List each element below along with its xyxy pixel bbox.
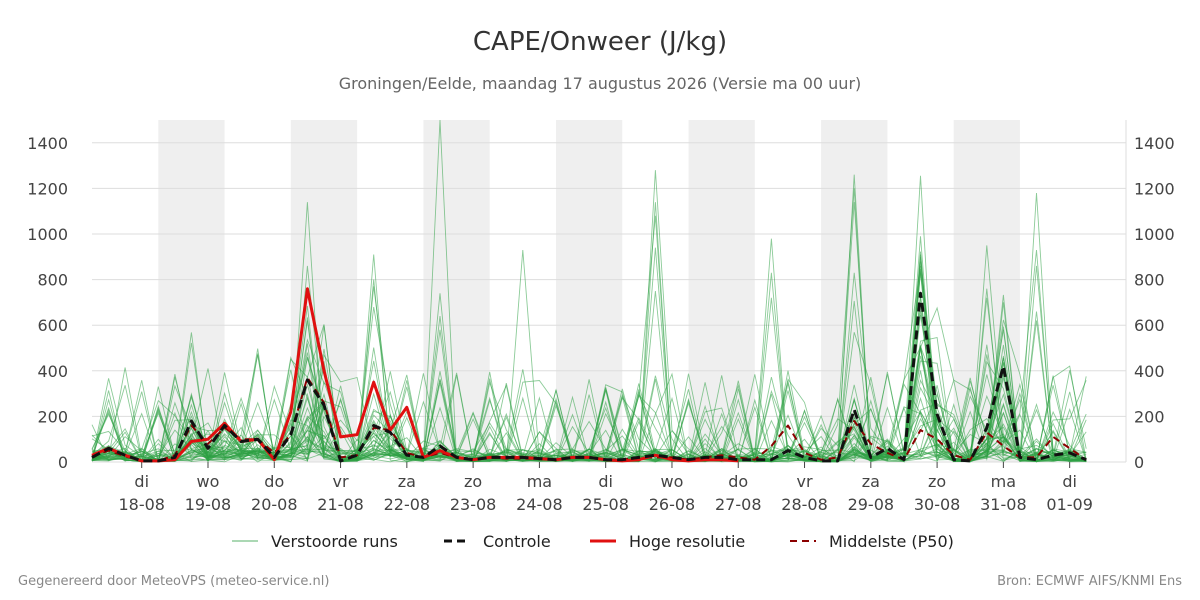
y-tick-label-right: 1200	[1134, 179, 1175, 198]
x-tick-day: ma	[991, 472, 1016, 491]
x-tick-date: 31-08	[980, 495, 1027, 514]
y-tick-label-right: 1400	[1134, 134, 1175, 153]
legend: Verstoorde runs Controle Hoge resolutie …	[232, 532, 954, 551]
ensemble-member-line	[91, 329, 1087, 463]
x-tick-date: 29-08	[848, 495, 895, 514]
y-tick-label: 1400	[27, 134, 68, 153]
legend-label-verstoorde: Verstoorde runs	[271, 532, 398, 551]
x-tick-date: 19-08	[185, 495, 232, 514]
series-line-controle	[91, 291, 1087, 463]
x-tick-day: za	[862, 472, 880, 491]
ensemble-member-line	[91, 202, 1087, 463]
x-tick-day: vr	[797, 472, 813, 491]
footer-right: Bron: ECMWF AIFS/KNMI Ens	[997, 574, 1182, 589]
main-series	[91, 287, 1087, 463]
x-tick-day: do	[264, 472, 284, 491]
y-axis-left: 0 200 400 600 800 1000 1200 1400	[27, 134, 68, 472]
y-tick-label-right: 800	[1134, 271, 1165, 290]
x-tick-date: 23-08	[450, 495, 497, 514]
x-tick-day: wo	[661, 472, 684, 491]
x-tick-day: di	[598, 472, 613, 491]
y-axis-right: 0 200 400 600 800 1000 1200 1400	[1134, 134, 1175, 472]
y-tick-label-right: 0	[1134, 453, 1144, 472]
y-tick-label-right: 200	[1134, 407, 1165, 426]
x-tick-day: za	[398, 472, 416, 491]
ensemble-member-line	[91, 192, 1087, 463]
y-tick-label-right: 1000	[1134, 225, 1175, 244]
y-tick-label: 600	[37, 316, 68, 335]
x-axis: di 18-08 wo 19-08 do 20-08 vr 21-08 za 22-08 zo 23-…	[118, 462, 1093, 514]
x-tick-date: 26-08	[649, 495, 696, 514]
x-tick-date: 01-09	[1046, 495, 1093, 514]
chart-subtitle: Groningen/Eelde, maandag 17 augustus 202…	[339, 74, 862, 93]
ensemble-member-line	[91, 174, 1087, 464]
y-tick-label: 1200	[27, 179, 68, 198]
series-line-hoge-resolutie	[91, 287, 739, 463]
x-tick-date: 27-08	[715, 495, 762, 514]
x-tick-date: 22-08	[384, 495, 431, 514]
y-tick-label: 400	[37, 362, 68, 381]
x-tick-day: di	[1062, 472, 1077, 491]
x-tick-date: 21-08	[317, 495, 364, 514]
footer-left: Gegenereerd door MeteoVPS (meteo-service…	[18, 574, 329, 589]
legend-label-p50: Middelste (P50)	[829, 532, 954, 551]
y-tick-label-right: 600	[1134, 316, 1165, 335]
x-tick-date: 28-08	[781, 495, 828, 514]
x-tick-day: ma	[527, 472, 552, 491]
x-tick-day: zo	[928, 472, 946, 491]
x-tick-date: 25-08	[582, 495, 629, 514]
x-tick-day: di	[134, 472, 149, 491]
x-tick-date: 24-08	[516, 495, 563, 514]
y-tick-label: 200	[37, 407, 68, 426]
y-tick-label: 1000	[27, 225, 68, 244]
y-tick-label-right: 400	[1134, 362, 1165, 381]
ensemble-member-line	[91, 396, 1087, 463]
legend-label-controle: Controle	[483, 532, 551, 551]
y-tick-label: 800	[37, 271, 68, 290]
x-tick-date: 18-08	[118, 495, 165, 514]
chart-title: CAPE/Onweer (J/kg)	[473, 27, 727, 57]
ensemble-member-line	[91, 370, 1087, 463]
x-tick-date: 20-08	[251, 495, 298, 514]
x-tick-day: vr	[333, 472, 349, 491]
x-tick-day: do	[728, 472, 748, 491]
legend-label-hoge-resolutie: Hoge resolutie	[629, 532, 745, 551]
x-tick-day: zo	[464, 472, 482, 491]
day-bands	[158, 120, 1020, 462]
day-band	[555, 120, 623, 462]
x-tick-date: 30-08	[914, 495, 961, 514]
ensemble-member-line	[91, 376, 1087, 463]
x-tick-day: wo	[197, 472, 220, 491]
y-tick-label: 0	[58, 453, 68, 472]
